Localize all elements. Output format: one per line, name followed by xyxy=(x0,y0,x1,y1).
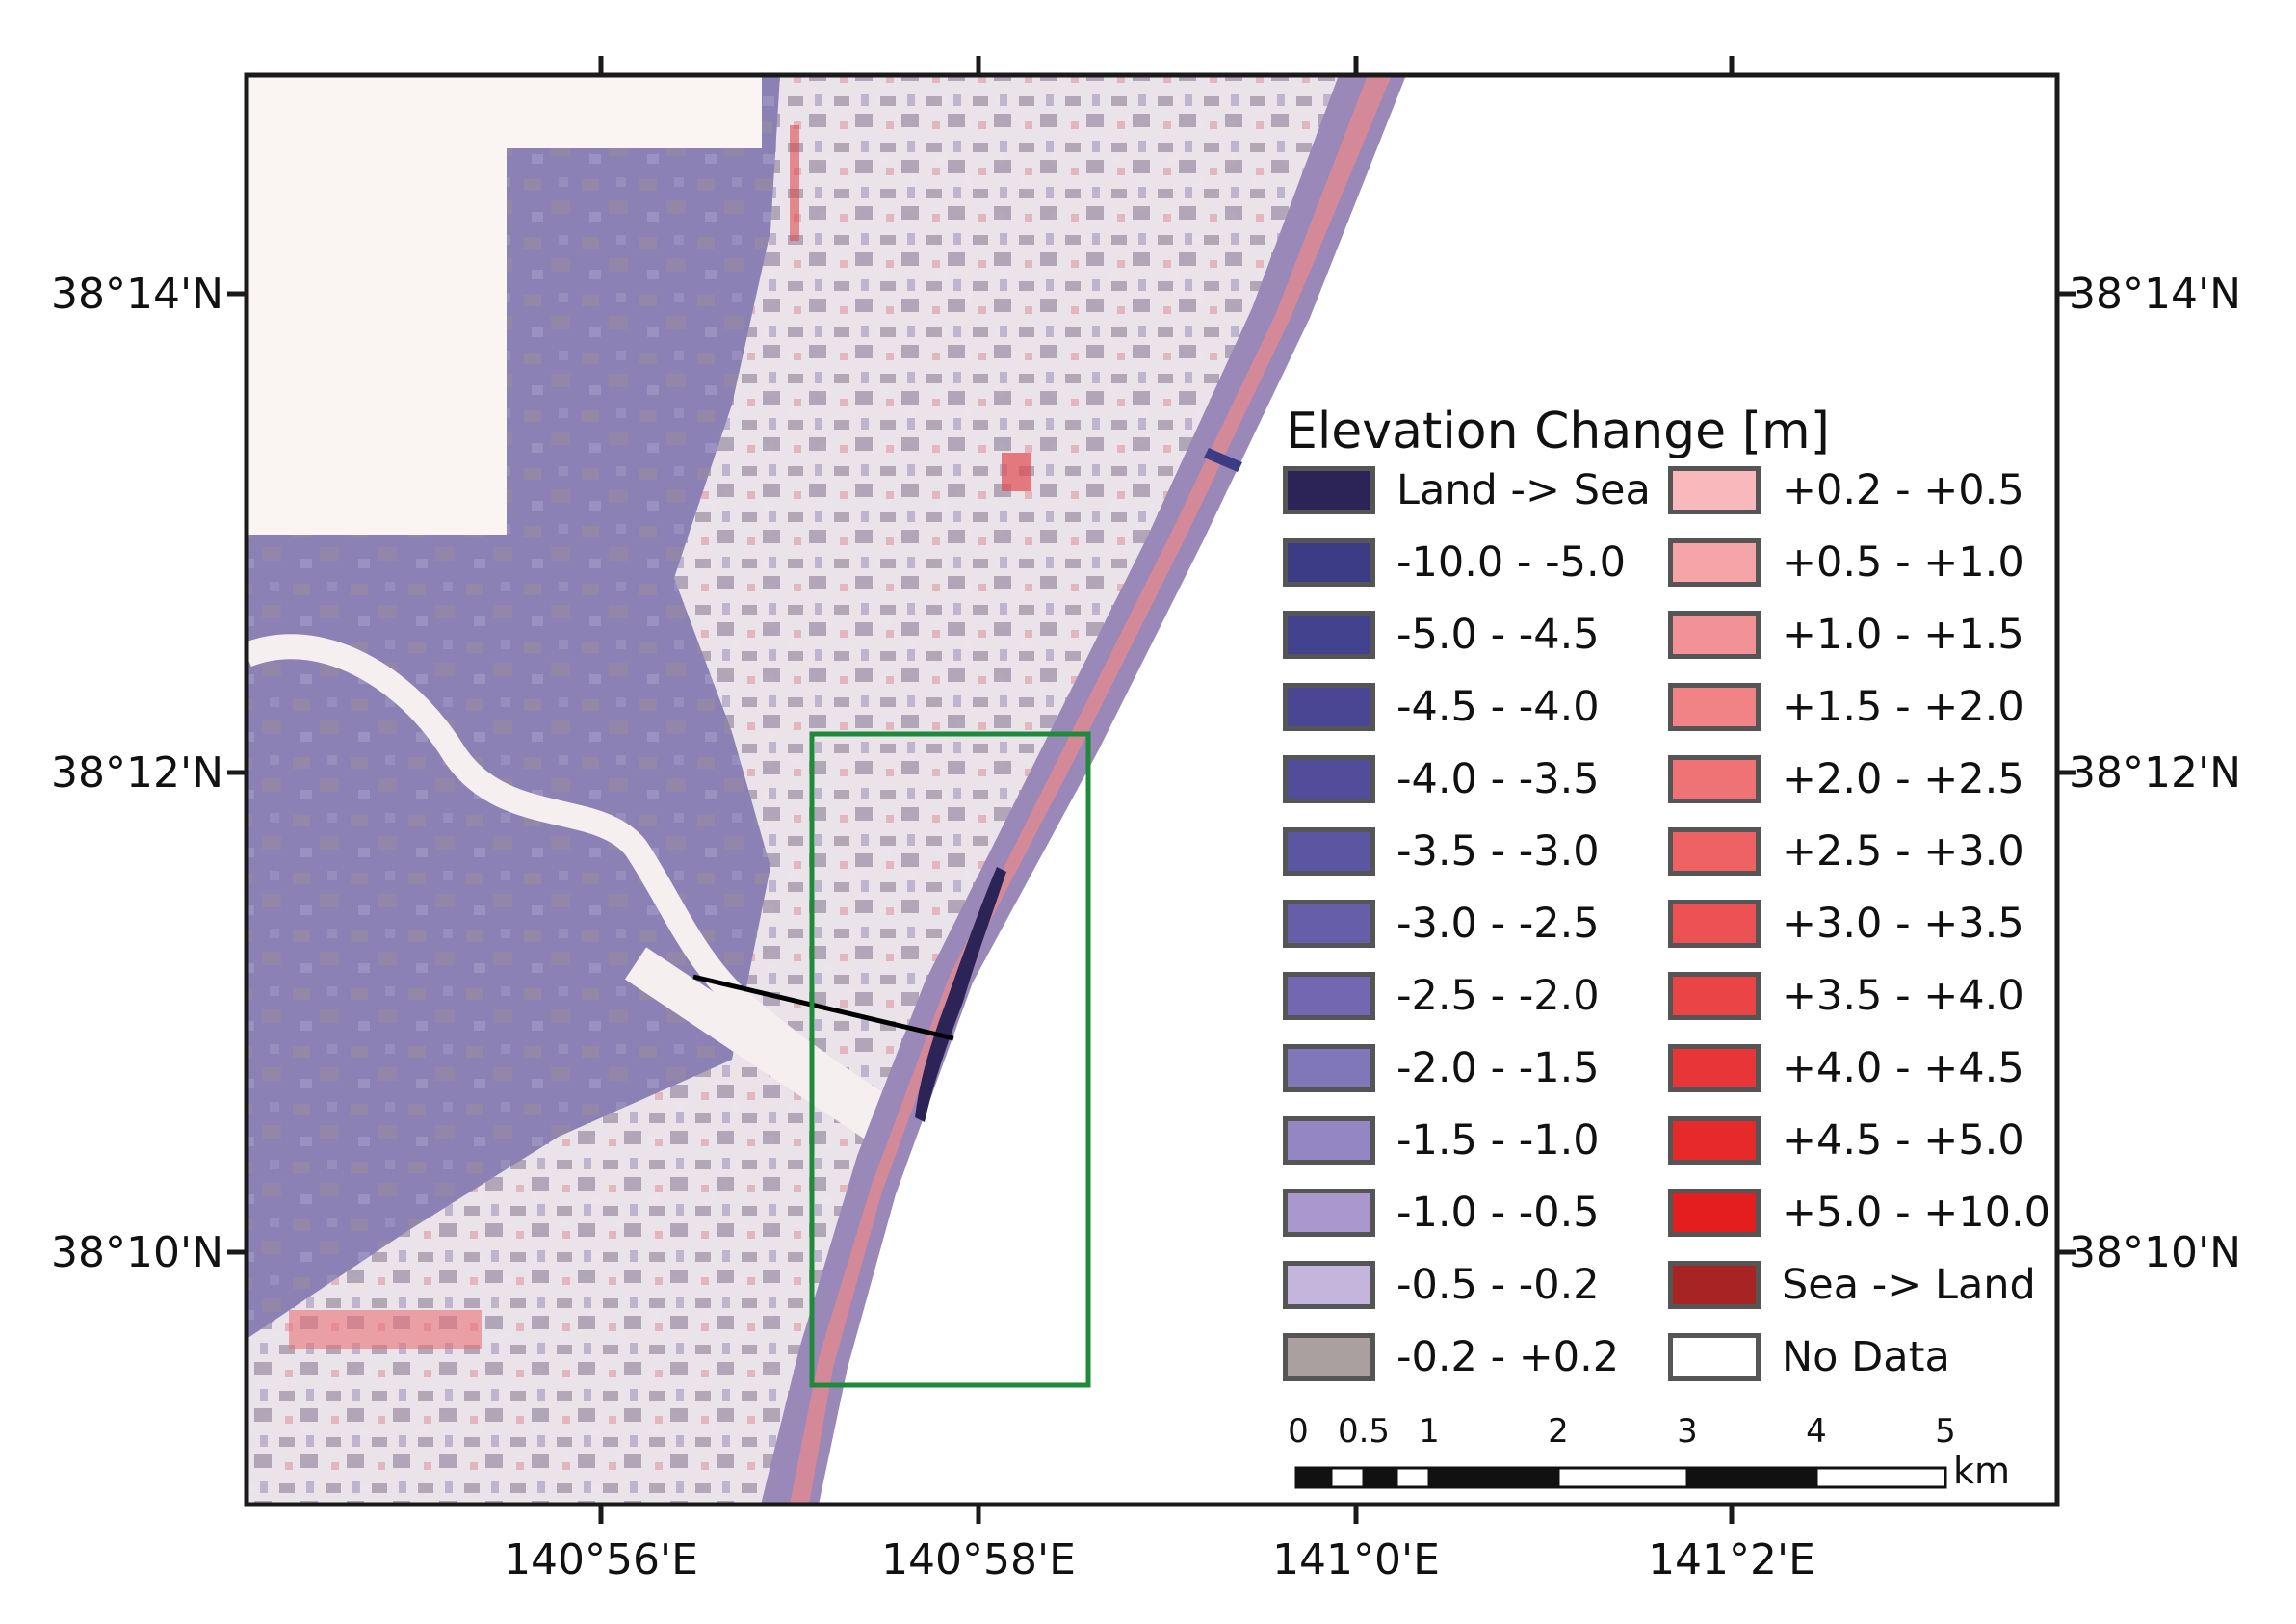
scale-label: 5 xyxy=(1935,1412,1956,1451)
scale-bar-segment xyxy=(1556,1466,1689,1489)
legend-swatch xyxy=(1283,827,1375,876)
legend-swatch xyxy=(1668,900,1761,948)
no-data-block xyxy=(247,75,762,148)
legend-label: -0.5 - -0.2 xyxy=(1396,1261,1600,1309)
legend-label: -0.2 - +0.2 xyxy=(1396,1333,1620,1381)
legend-swatch xyxy=(1283,1189,1375,1237)
legend-swatch xyxy=(1283,1333,1375,1381)
legend-label: +1.0 - +1.5 xyxy=(1782,611,2024,659)
scale-bar-segment xyxy=(1814,1466,1947,1489)
erosion-zone xyxy=(915,867,1006,1122)
lon-label: 140°56'E xyxy=(504,1535,698,1585)
gain-patch xyxy=(790,125,799,241)
scale-unit: km xyxy=(1953,1450,2011,1492)
lat-label-right: 38°14'N xyxy=(2069,270,2241,319)
legend-label: -4.0 - -3.5 xyxy=(1396,755,1600,803)
scale-bar-segment xyxy=(1685,1466,1818,1489)
legend-label: -2.0 - -1.5 xyxy=(1396,1044,1600,1092)
gain-patch xyxy=(1002,453,1031,491)
coastal-red-strip xyxy=(790,75,1392,1505)
lat-label-left: 38°14'N xyxy=(51,270,223,319)
scale-bar-segment xyxy=(1294,1466,1333,1489)
urban-zone xyxy=(247,75,1368,1505)
legend-swatch xyxy=(1668,972,1761,1020)
lat-label-left: 38°10'N xyxy=(51,1228,223,1277)
legend-swatch xyxy=(1668,1189,1761,1237)
legend-label: +0.2 - +0.5 xyxy=(1782,466,2024,514)
legend-swatch xyxy=(1283,1044,1375,1092)
legend-label: -1.0 - -0.5 xyxy=(1396,1189,1600,1237)
legend-swatch xyxy=(1668,1116,1761,1165)
lon-label: 141°0'E xyxy=(1272,1535,1440,1585)
legend-swatch xyxy=(1668,1261,1761,1309)
no-data-block xyxy=(247,75,507,535)
scale-bar xyxy=(1294,1466,1947,1489)
legend-label: -10.0 - -5.0 xyxy=(1396,538,1627,587)
legend-label: -3.5 - -3.0 xyxy=(1396,827,1600,876)
scale-label: 4 xyxy=(1806,1412,1827,1451)
legend-label: +2.0 - +2.5 xyxy=(1782,755,2024,803)
legend-label: +1.5 - +2.0 xyxy=(1782,683,2024,731)
legend-label: -1.5 - -1.0 xyxy=(1396,1116,1600,1165)
scale-bar-segment xyxy=(1329,1466,1366,1489)
lat-label-right: 38°12'N xyxy=(2069,748,2241,798)
legend-swatch xyxy=(1283,538,1375,587)
legend-label: Land -> Sea xyxy=(1396,466,1651,514)
legend-label: -5.0 - -4.5 xyxy=(1396,611,1600,659)
lon-label: 140°58'E xyxy=(881,1535,1076,1585)
scale-label: 0 xyxy=(1288,1412,1309,1451)
legend-label: +4.0 - +4.5 xyxy=(1782,1044,2024,1092)
scale-bar-segment xyxy=(1427,1466,1560,1489)
scale-label: 3 xyxy=(1677,1412,1698,1451)
legend-label: +3.5 - +4.0 xyxy=(1782,972,2024,1020)
coastal-strip xyxy=(761,75,1406,1505)
legend-swatch xyxy=(1668,611,1761,659)
lon-ticks xyxy=(598,56,1735,1524)
legend-label: No Data xyxy=(1782,1333,1950,1381)
scale-bar-segment xyxy=(1362,1466,1398,1489)
legend-label: +3.0 - +3.5 xyxy=(1782,900,2024,948)
legend-swatch xyxy=(1283,1261,1375,1309)
lat-label-left: 38°12'N xyxy=(51,748,223,798)
legend-swatch xyxy=(1283,900,1375,948)
legend-swatch xyxy=(1668,683,1761,731)
legend-swatch xyxy=(1668,1044,1761,1092)
map-frame xyxy=(244,72,2060,1507)
legend-swatch xyxy=(1283,1116,1375,1165)
legend-label: +5.0 - +10.0 xyxy=(1782,1189,2051,1237)
legend-label: +4.5 - +5.0 xyxy=(1782,1116,2024,1165)
legend-swatch xyxy=(1283,683,1375,731)
scale-bar-segment xyxy=(1395,1466,1431,1489)
gain-patch xyxy=(289,1310,482,1349)
lon-label: 141°2'E xyxy=(1648,1535,1815,1585)
scale-label: 2 xyxy=(1548,1412,1569,1451)
scale-label: 1 xyxy=(1419,1412,1440,1451)
legend-label: +0.5 - +1.0 xyxy=(1782,538,2024,587)
legend-swatch xyxy=(1283,611,1375,659)
profile-line xyxy=(692,974,954,1041)
legend-swatch xyxy=(1668,827,1761,876)
legend-swatch xyxy=(1668,466,1761,514)
lat-label-right: 38°10'N xyxy=(2069,1228,2241,1277)
legend-title: Elevation Change [m] xyxy=(1286,403,1830,460)
legend-swatch xyxy=(1283,466,1375,514)
legend-swatch xyxy=(1283,755,1375,803)
legend-label: Sea -> Land xyxy=(1782,1261,2036,1309)
legend-swatch xyxy=(1668,755,1761,803)
study-area-box xyxy=(809,731,1091,1388)
legend-label: -3.0 - -2.5 xyxy=(1396,900,1600,948)
legend-label: -2.5 - -2.0 xyxy=(1396,972,1600,1020)
legend-swatch xyxy=(1668,538,1761,587)
legend-swatch xyxy=(1668,1333,1761,1381)
lat-ticks xyxy=(227,291,2076,1255)
legend-label: -4.5 - -4.0 xyxy=(1396,683,1600,731)
erosion-patch xyxy=(1204,448,1242,472)
legend-swatch xyxy=(1283,972,1375,1020)
scale-label: 0.5 xyxy=(1337,1412,1391,1451)
legend-label: +2.5 - +3.0 xyxy=(1782,827,2024,876)
